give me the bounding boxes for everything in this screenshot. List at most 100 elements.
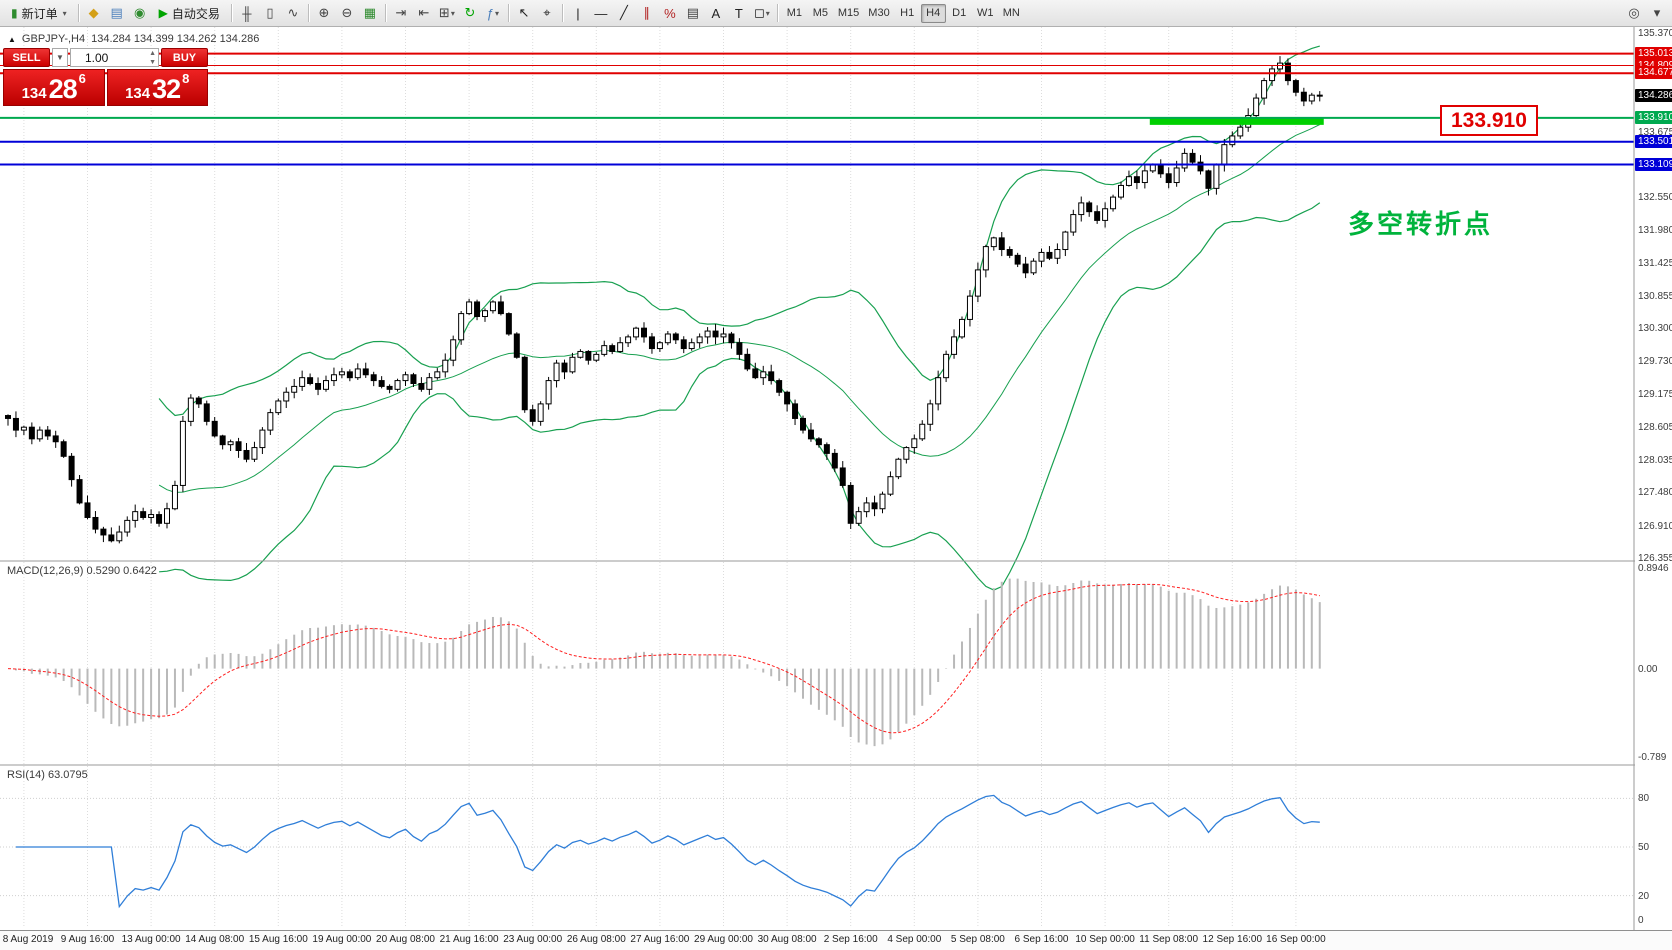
buy-button[interactable]: BUY	[161, 48, 208, 67]
cursor-button[interactable]: ↖	[513, 3, 535, 24]
time-tick: 29 Aug 00:00	[694, 934, 753, 945]
time-tick: 19 Aug 00:00	[312, 934, 372, 945]
price-tick: 133.675	[1638, 126, 1672, 138]
tile-windows-button[interactable]: ▦	[359, 3, 381, 24]
zoom-out-button[interactable]: ⊖	[336, 3, 358, 24]
time-tick: 21 Aug 16:00	[439, 934, 499, 945]
timeframe-button-h1[interactable]: H1	[900, 7, 915, 19]
new-chart-button[interactable]: ⊞ ▾	[436, 3, 458, 24]
timeframe-button-w1[interactable]: W1	[976, 7, 994, 19]
price-tick: 131.425	[1638, 257, 1672, 269]
zoom-in-button[interactable]: ⊕	[313, 3, 335, 24]
shapes-button[interactable]: ◻ ▾	[751, 3, 773, 24]
bar-chart-button[interactable]: ╫	[236, 3, 258, 24]
order-type-dropdown[interactable]: ▼	[52, 48, 68, 67]
line-price-label: 135.013	[1635, 46, 1672, 60]
text-label-button[interactable]: T	[728, 3, 750, 24]
rsi-tick: 80	[1638, 793, 1650, 805]
buy-price-main: 134	[125, 85, 151, 102]
fibonacci-button[interactable]: %	[659, 3, 681, 24]
buy-price-box[interactable]: 134 32 8	[106, 69, 208, 106]
buy-price-sup: 8	[182, 71, 190, 86]
candlestick-chart-button[interactable]: ▯	[259, 3, 281, 24]
trendline-button[interactable]: ╱	[613, 3, 635, 24]
time-tick: 5 Sep 08:00	[950, 934, 1005, 945]
sell-price-sup: 6	[78, 71, 86, 86]
time-tick: 16 Sep 00:00	[1266, 934, 1326, 945]
timeframe-button-d1[interactable]: D1	[952, 7, 967, 19]
timeframe-button-m15[interactable]: M15	[837, 7, 860, 19]
new-order-button-label: 新订单	[21, 6, 58, 21]
auto-trading-button[interactable]: ▶ 自动交易	[152, 3, 227, 24]
toolbar-separator	[384, 4, 386, 22]
channel-button[interactable]: ∥	[636, 3, 658, 24]
line-price-label: 133.910	[1635, 110, 1672, 124]
time-tick: 30 Aug 08:00	[757, 934, 817, 945]
auto-scroll-button[interactable]: ⇥	[390, 3, 412, 24]
options-icon: ▾	[1653, 5, 1661, 20]
price-tick: 130.855	[1638, 290, 1672, 302]
volume-stepper[interactable]: ▲ ▼	[149, 50, 156, 66]
rsi-tick: 20	[1638, 890, 1650, 902]
line-price-label: 133.501	[1635, 134, 1672, 148]
new-order-button[interactable]: ▮ 新订单 ▾	[4, 3, 74, 24]
rsi-indicator-label: RSI(14) 63.0795	[7, 769, 88, 781]
chart-canvas[interactable]	[0, 27, 1672, 950]
new-order-icon: ▮	[11, 6, 18, 20]
time-tick: 26 Aug 08:00	[566, 934, 626, 945]
grid-button[interactable]: ▤	[682, 3, 704, 24]
grid-icon: ▤	[686, 5, 700, 20]
indicators-button[interactable]: ƒ ▾	[482, 3, 504, 24]
shapes-icon: ◻	[753, 5, 765, 20]
options-button[interactable]: ▾	[1646, 3, 1668, 24]
line-price-label: 134.677	[1635, 66, 1672, 80]
line-chart-button[interactable]: ∿	[282, 3, 304, 24]
price-tick: 130.300	[1638, 323, 1672, 335]
horizontal-line-button[interactable]: —	[590, 3, 612, 24]
search-button[interactable]: ◎	[1623, 3, 1645, 24]
timeframe-button-m5[interactable]: M5	[812, 7, 829, 19]
sell-price-box[interactable]: 134 28 6	[3, 69, 105, 106]
navigator-button[interactable]: ◉	[129, 3, 151, 24]
time-tick: 11 Sep 08:00	[1139, 934, 1199, 945]
timeframe-button-m30[interactable]: M30	[868, 7, 890, 19]
volume-input[interactable]: 1.00 ▲ ▼	[70, 48, 159, 67]
new-chart-icon: ⊞	[438, 5, 450, 20]
chart-shift-icon: ⇤	[418, 5, 430, 20]
price-tick: 128.035	[1638, 455, 1672, 467]
cursor-icon: ↖	[518, 5, 530, 20]
indicators-icon: ƒ	[486, 5, 494, 21]
timeframe-button-m1[interactable]: M1	[786, 7, 803, 19]
price-tick: 135.370	[1638, 27, 1672, 39]
toolbar-separator	[776, 4, 778, 22]
support-level-callout[interactable]: 133.910	[1440, 105, 1538, 136]
time-tick: 10 Sep 00:00	[1075, 934, 1135, 945]
time-tick: 23 Aug 00:00	[503, 934, 563, 945]
crosshair-button[interactable]: ⌖	[536, 3, 558, 24]
ohlc-readout: 134.284 134.399 134.262 134.286	[91, 33, 260, 45]
sell-button[interactable]: SELL	[3, 48, 50, 67]
symbol-title: GBPJPY-,H4	[21, 33, 86, 45]
profiles-button[interactable]: ↻	[459, 3, 481, 24]
vertical-line-button[interactable]: |	[567, 3, 589, 24]
price-tick: 129.175	[1638, 388, 1672, 400]
market-watch-button[interactable]: ◆	[83, 3, 105, 24]
time-axis[interactable]: 8 Aug 2019 9 Aug 16:00 13 Aug 00:00 14 Aug …	[0, 930, 1672, 950]
price-tick: 129.730	[1638, 356, 1672, 368]
volume-value: 1.00	[85, 50, 109, 65]
toolbar-separator	[507, 4, 509, 22]
price-axis[interactable]: 135.370 133.675 132.550 131.980 131.425 130.8…	[1635, 27, 1672, 930]
macd-tick: -0.789	[1638, 752, 1667, 764]
chevron-down-icon: ▾	[450, 8, 455, 18]
data-window-icon: ▤	[110, 5, 123, 20]
text-button[interactable]: A	[705, 3, 727, 24]
chart-shift-button[interactable]: ⇤	[413, 3, 435, 24]
toolbar-separator	[230, 4, 232, 22]
timeframe-button-mn[interactable]: MN	[1002, 7, 1020, 19]
data-window-button[interactable]: ▤	[106, 3, 128, 24]
symbol-collapse-icon[interactable]: ▲	[8, 34, 16, 44]
timeframe-button-h4[interactable]: H4	[920, 3, 946, 23]
time-tick: 14 Aug 08:00	[185, 934, 245, 945]
turning-point-note[interactable]: 多空转折点	[1348, 209, 1494, 239]
time-tick: 4 Sep 00:00	[887, 934, 942, 945]
